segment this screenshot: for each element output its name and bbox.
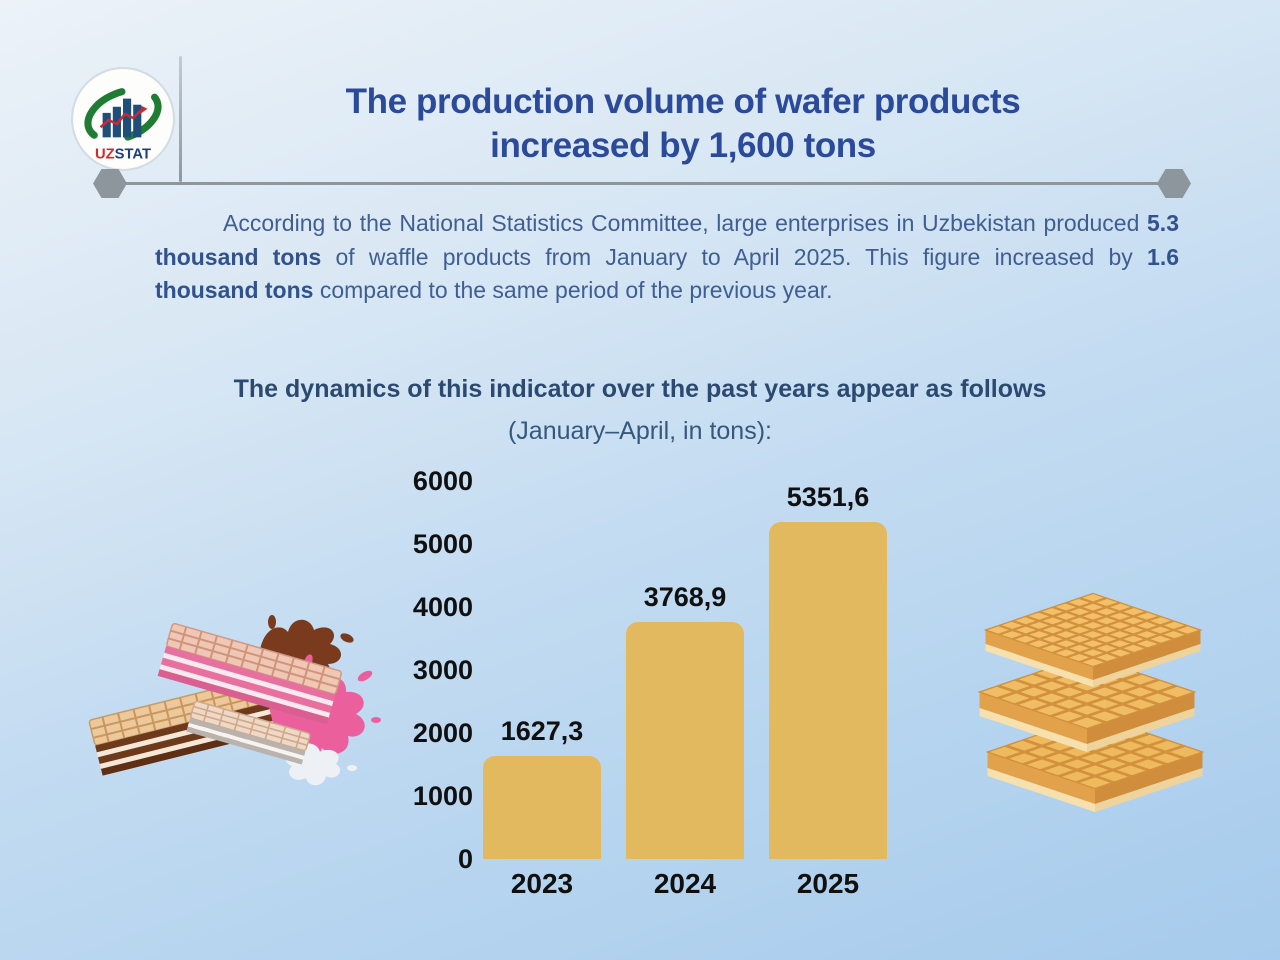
uzstat-logo: UZSTAT [71, 67, 175, 171]
bar-2024 [626, 621, 744, 859]
x-axis-category-label: 2025 [796, 868, 860, 899]
y-axis-tick-label: 0 [457, 844, 473, 874]
logo-green-swoosh [84, 86, 162, 144]
pink-wafer-stick [157, 622, 343, 725]
waffle-layer-middle [977, 654, 1197, 752]
y-axis-tick-label: 6000 [412, 466, 473, 496]
y-axis-tick-label: 3000 [412, 655, 473, 685]
bar-value-label: 5351,6 [786, 481, 870, 512]
logo-uz-text: UZ [95, 147, 115, 163]
logo-trend-line-icon [99, 108, 143, 129]
intro-text-segment: of waffle products from January to April… [321, 243, 1148, 270]
intro-text-segment: 5.3 thousand tons [155, 210, 1179, 270]
waffle-stack-illustration [977, 592, 1205, 812]
intro-text-segment: 1.6 thousand tons [155, 243, 1180, 304]
waffle-layer-top [983, 592, 1203, 687]
x-axis-category-label: 2023 [510, 868, 574, 899]
intro-text-segment: compared to the same period of the previ… [313, 277, 833, 303]
bar-value-label: 3768,9 [643, 581, 727, 612]
y-axis-tick-label: 1000 [412, 781, 473, 811]
bar-2025 [769, 521, 887, 859]
logo-stat-text: STAT [115, 147, 151, 163]
chart-heading: The dynamics of this indicator over the … [233, 375, 1047, 403]
page-title: The production volume of wafer products … [345, 82, 1021, 165]
chart-subheading: (January–April, in tons): [507, 417, 772, 445]
y-axis-tick-label: 5000 [412, 529, 473, 559]
bar-2023 [483, 756, 601, 859]
hexagon-endcap-right [1157, 169, 1191, 198]
bar-value-label: 1627,3 [500, 716, 584, 747]
header-vertical-divider [179, 56, 182, 182]
white-wafer-stick [186, 700, 311, 765]
intro-paragraph: According to the National Statistics Com… [155, 207, 1179, 308]
y-axis-tick-label: 2000 [412, 718, 473, 748]
bar-chart: 0 1000 2000 3000 4000 5000 6000 1627,3 2023 3768,… [395, 466, 895, 914]
logo-trend-arrow-icon [140, 105, 148, 114]
logo-wordmark: UZSTAT [95, 147, 151, 163]
header-horizontal-rule [110, 182, 1176, 185]
wafer-splash-illustration [88, 615, 381, 786]
hexagon-endcap-left [93, 169, 127, 198]
x-axis-category-label: 2024 [653, 868, 717, 899]
intro-text-segment: According to the National Statistics Com… [223, 210, 1148, 236]
y-axis-tick-label: 4000 [412, 592, 473, 622]
